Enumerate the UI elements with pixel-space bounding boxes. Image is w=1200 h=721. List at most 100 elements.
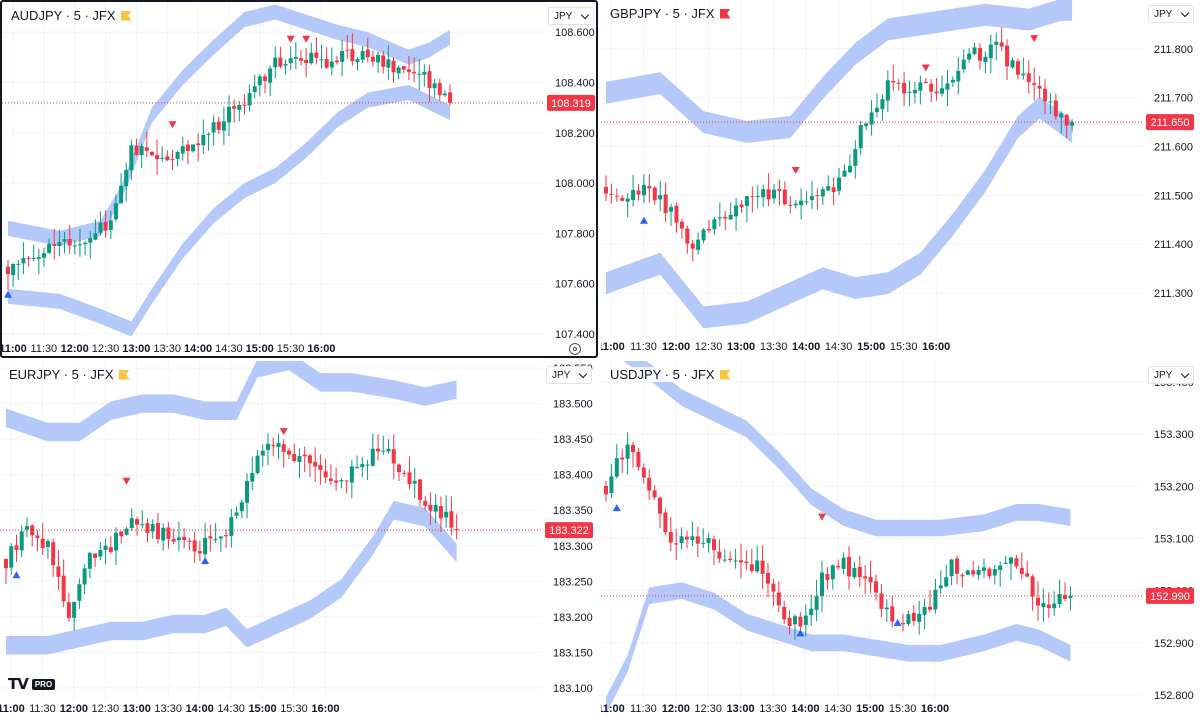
sell-signal-marker	[1030, 35, 1039, 43]
y-tick-label: 107.800	[555, 228, 595, 240]
y-tick-label: 107.600	[555, 279, 595, 291]
currency-button-usdjpy[interactable]: JPY	[1148, 366, 1194, 384]
candle-body	[983, 56, 988, 63]
flag-icon[interactable]	[120, 10, 132, 21]
candle-body	[67, 239, 72, 246]
settings-gear-icon[interactable]	[569, 343, 581, 355]
chart-panel-eurjpy[interactable]: 183.100 183.150 183.200 183.250 183.300 183.3…	[0, 361, 598, 721]
candle-body	[988, 44, 993, 59]
candle-body	[1036, 597, 1040, 606]
currency-button-audjpy[interactable]: JPY	[548, 7, 594, 25]
candle-body	[999, 42, 1004, 47]
x-tick-label: 12:30	[695, 341, 723, 353]
candle-body	[879, 593, 884, 609]
symbol-title-gbpjpy[interactable]: GBPJPY · 5 · JFX	[608, 6, 733, 21]
candle-body	[788, 204, 793, 206]
candle-body	[386, 448, 391, 452]
candle-body	[196, 143, 201, 146]
candle-body	[809, 608, 814, 616]
candle-body	[841, 557, 846, 569]
candle-body	[239, 502, 244, 512]
x-tick-label: 14:30	[825, 341, 853, 353]
candle-body	[901, 623, 905, 625]
y-tick-label: 183.400	[553, 470, 593, 482]
candle-body	[798, 616, 803, 627]
symbol-title-audjpy[interactable]: AUDJPY · 5 · JFX	[9, 8, 134, 23]
candle-body	[88, 238, 93, 243]
candle-body	[376, 54, 381, 63]
candle-body	[98, 222, 103, 233]
x-tick-label: 12:30	[694, 703, 722, 715]
y-tick-label: 152.900	[1154, 638, 1194, 650]
chart-panel-audjpy[interactable]: 107.400 107.600 107.800 108.000 108.200 108.4…	[0, 0, 598, 358]
candle-body	[609, 193, 614, 195]
candles	[604, 432, 1073, 640]
candle-body	[229, 517, 234, 536]
candle-body	[842, 170, 847, 177]
x-tick-label: 11:00	[601, 703, 625, 715]
currency-button-eurjpy[interactable]: JPY	[546, 366, 592, 384]
x-tick-label: 13:30	[153, 343, 181, 355]
candle-body	[922, 607, 927, 615]
currency-button-gbpjpy[interactable]: JPY	[1148, 5, 1194, 23]
sell-signal-marker	[818, 513, 826, 521]
x-tick-label: 13:30	[154, 703, 182, 715]
candle-body	[982, 567, 986, 571]
candle-body	[297, 456, 302, 463]
candle-body	[108, 220, 113, 230]
candle-body	[36, 257, 41, 259]
x-tick-label: 11:30	[29, 703, 56, 715]
candle-body	[1053, 100, 1058, 117]
candle-body	[334, 60, 339, 63]
y-tick-label: 183.300	[553, 541, 593, 553]
candle-body	[166, 527, 171, 539]
candle-body	[292, 453, 297, 462]
symbol-title-usdjpy[interactable]: USDJPY · 5 · JFX	[608, 367, 733, 382]
audjpy-chart-canvas[interactable]: 107.400 107.600 107.800 108.000 108.200 108.4…	[2, 2, 598, 358]
candle-body	[134, 145, 139, 155]
currency-label: JPY	[1154, 8, 1173, 20]
candle-body	[1070, 122, 1075, 126]
candle-body	[868, 577, 873, 583]
y-tick-label: 183.500	[553, 399, 593, 411]
candle-body	[1015, 61, 1020, 75]
candle-body	[712, 219, 717, 230]
chevron-down-icon	[578, 369, 588, 378]
symbol-title-eurjpy[interactable]: EURJPY · 5 · JFX	[7, 367, 132, 382]
candle-body	[776, 592, 781, 606]
candle-body	[690, 536, 695, 541]
chart-panel-gbpjpy[interactable]: 211.300 211.400 211.500 211.600 211.700 211.8…	[601, 0, 1200, 358]
candle-body	[669, 207, 674, 212]
candle-body	[961, 59, 966, 70]
usdjpy-chart-canvas[interactable]: 152.800152.900153.000153.100153.200153.3…	[601, 361, 1200, 721]
candle-body	[396, 67, 401, 74]
candle-body	[744, 561, 749, 564]
candle-body	[706, 229, 711, 231]
flag-icon[interactable]	[719, 369, 731, 380]
candle-body	[641, 467, 646, 478]
y-axis: 211.300 211.400 211.500 211.600 211.700 211.8…	[1154, 44, 1193, 300]
x-tick-label: 11:00	[2, 343, 27, 355]
candle-body	[712, 539, 716, 551]
candle-body	[1057, 594, 1062, 605]
candle-body	[782, 606, 787, 620]
y-tick-label: 108.200	[555, 128, 595, 140]
candle-body	[381, 450, 386, 452]
x-tick-label: 15:00	[857, 341, 885, 353]
candle-body	[165, 156, 170, 161]
flag-icon[interactable]	[118, 369, 130, 380]
candle-body	[956, 70, 961, 82]
flag-icon[interactable]	[719, 8, 731, 19]
currency-label: JPY	[1154, 369, 1173, 381]
chart-panel-usdjpy[interactable]: 152.800152.900153.000153.100153.200153.3…	[601, 361, 1200, 721]
candle-body	[902, 82, 907, 94]
eurjpy-chart-canvas[interactable]: 183.100 183.150 183.200 183.250 183.300 183.3…	[0, 361, 598, 721]
candle-body	[695, 536, 700, 544]
candles	[6, 33, 453, 291]
gbpjpy-chart-canvas[interactable]: 211.300 211.400 211.500 211.600 211.700 211.8…	[601, 0, 1200, 358]
candle-body	[442, 93, 447, 96]
candle-body	[349, 466, 354, 483]
candle-body	[945, 83, 950, 90]
candle-body	[437, 83, 442, 96]
candle-body	[1059, 113, 1064, 118]
